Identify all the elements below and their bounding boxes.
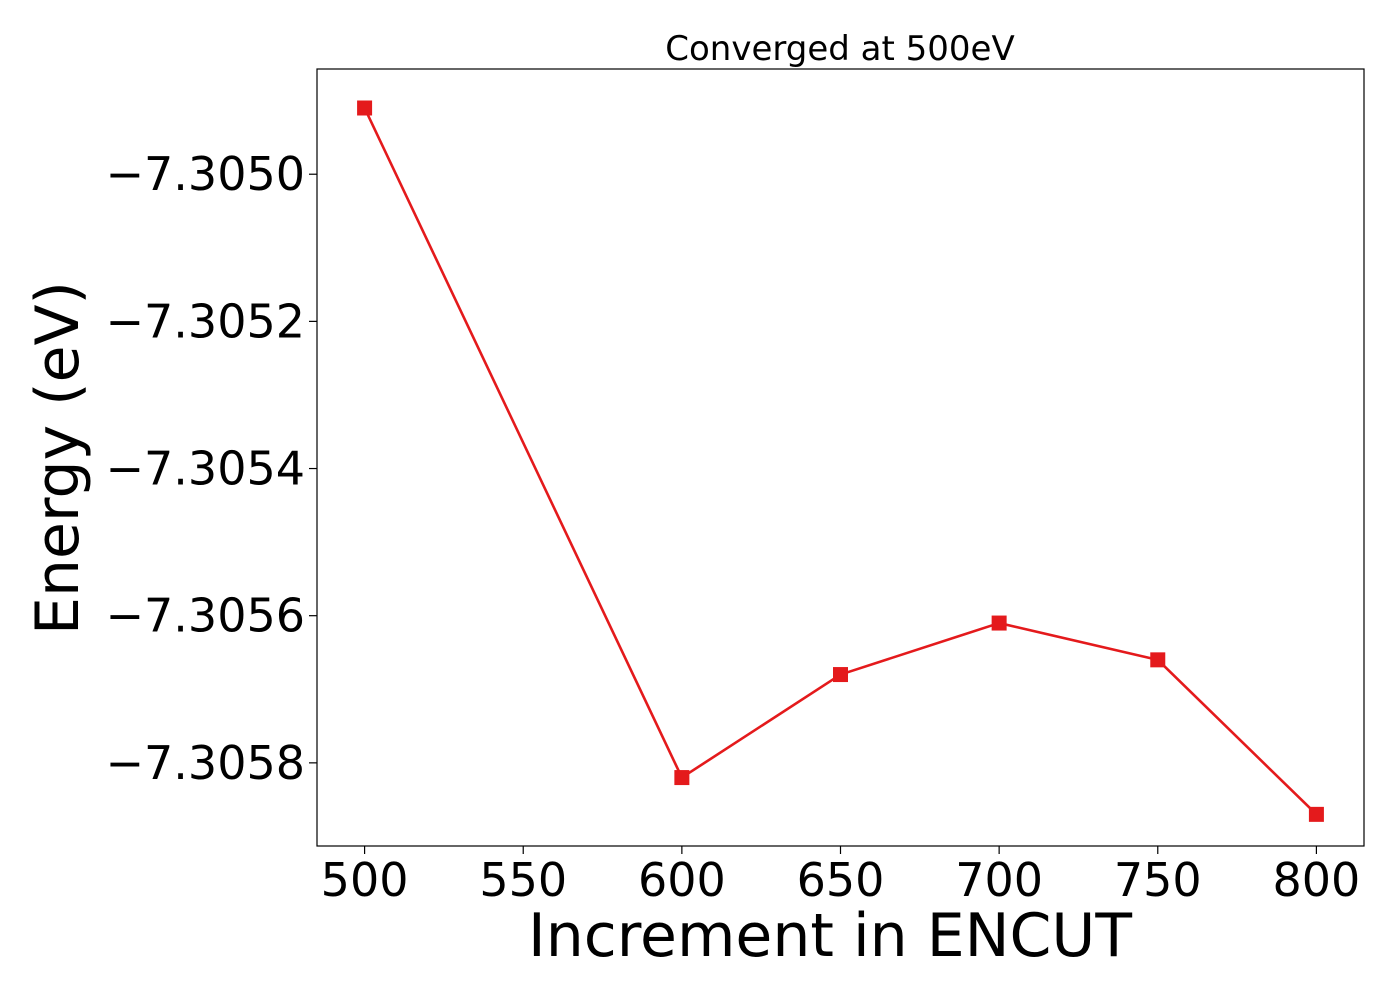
x-tick-label: 500 bbox=[321, 853, 409, 907]
x-tick-label: 600 bbox=[638, 853, 726, 907]
y-tick-label: −7.3052 bbox=[106, 294, 306, 348]
data-point-marker bbox=[991, 615, 1007, 631]
plot-frame bbox=[316, 68, 1365, 847]
y-tick-label: −7.3050 bbox=[106, 147, 306, 201]
x-tick-label: 800 bbox=[1273, 853, 1361, 907]
y-tick-label: −7.3056 bbox=[106, 589, 306, 643]
x-axis: 500 550 600 650 700 750 800 bbox=[321, 846, 1361, 907]
y-axis: −7.3050 −7.3052 −7.3054 −7.3056 −7.3058 bbox=[106, 147, 317, 790]
series-layer bbox=[357, 100, 1324, 822]
x-tick-label: 700 bbox=[955, 853, 1043, 907]
series-line bbox=[363, 107, 1318, 816]
data-point-marker bbox=[1308, 806, 1324, 822]
x-tick-label: 650 bbox=[797, 853, 885, 907]
chart-title: Converged at 500eV bbox=[665, 29, 1014, 69]
data-point-marker bbox=[674, 770, 690, 786]
y-tick-label: −7.3054 bbox=[106, 442, 306, 496]
data-point-marker bbox=[833, 667, 848, 683]
x-tick-label: 750 bbox=[1114, 853, 1202, 907]
y-tick-label: −7.3058 bbox=[106, 736, 306, 790]
y-axis-label: Energy (eV) bbox=[23, 281, 93, 635]
x-tick-label: 550 bbox=[479, 853, 567, 907]
data-point-marker bbox=[1150, 652, 1166, 668]
plot-area bbox=[316, 68, 1365, 847]
x-axis-label: Increment in ENCUT bbox=[528, 901, 1132, 971]
data-point-marker bbox=[357, 100, 373, 116]
